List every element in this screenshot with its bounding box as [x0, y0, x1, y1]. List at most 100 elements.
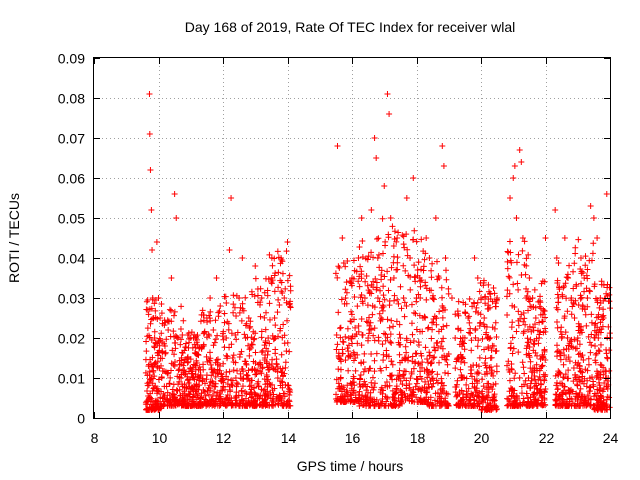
data-point	[163, 336, 170, 343]
data-point	[144, 297, 151, 304]
data-point	[414, 376, 421, 383]
data-point	[437, 386, 444, 393]
data-point	[368, 249, 375, 256]
data-point	[388, 317, 395, 324]
data-point	[597, 384, 604, 391]
data-point	[513, 259, 520, 266]
data-point	[417, 283, 424, 290]
data-point	[596, 379, 603, 386]
data-point	[143, 348, 150, 355]
data-point	[607, 305, 613, 312]
data-point	[568, 343, 575, 350]
data-point	[393, 383, 400, 390]
data-point	[238, 317, 245, 324]
data-point	[538, 280, 545, 287]
data-point	[381, 330, 388, 337]
data-point	[236, 309, 243, 316]
data-point	[474, 299, 481, 306]
data-point	[275, 269, 282, 276]
data-point	[417, 328, 424, 335]
data-point	[215, 370, 222, 377]
data-point	[593, 314, 600, 321]
data-point	[532, 304, 539, 311]
data-point	[360, 359, 367, 366]
data-point	[524, 288, 531, 295]
data-point	[591, 390, 598, 397]
data-point	[506, 238, 513, 245]
data-point	[391, 292, 398, 299]
data-point	[182, 370, 189, 377]
data-point	[443, 276, 450, 283]
data-point	[425, 381, 432, 388]
data-point	[401, 390, 408, 397]
data-point	[348, 308, 355, 315]
data-point	[504, 395, 511, 402]
data-point	[371, 337, 378, 344]
data-point	[535, 340, 542, 347]
data-point	[490, 372, 497, 379]
data-point	[170, 328, 177, 335]
data-point	[154, 315, 161, 322]
data-point	[403, 349, 410, 356]
data-point	[439, 354, 446, 361]
data-point	[251, 390, 258, 397]
y-tick-label: 0.08	[58, 91, 85, 107]
data-point	[485, 345, 492, 352]
data-point	[356, 375, 363, 382]
data-point	[523, 255, 530, 262]
data-point	[574, 335, 581, 341]
data-point	[554, 353, 561, 360]
data-point	[590, 383, 597, 390]
data-point	[369, 311, 376, 318]
data-point	[264, 287, 271, 294]
data-point	[250, 358, 257, 365]
data-point	[396, 341, 403, 348]
data-point	[228, 377, 235, 384]
data-point	[386, 382, 393, 389]
data-point	[347, 279, 354, 286]
data-point	[261, 392, 268, 399]
data-point	[597, 369, 604, 376]
data-point	[591, 334, 598, 341]
data-point	[165, 327, 172, 333]
data-point	[475, 370, 482, 377]
data-point	[287, 304, 294, 311]
data-point	[479, 376, 486, 383]
data-point	[429, 260, 436, 267]
data-point	[424, 325, 431, 332]
data-point	[491, 403, 498, 410]
data-point	[348, 318, 355, 325]
data-point	[342, 333, 349, 340]
data-point	[491, 391, 498, 398]
data-point	[411, 262, 418, 269]
data-point	[232, 332, 239, 339]
data-point	[573, 281, 580, 288]
data-point	[161, 343, 168, 349]
data-point	[145, 379, 152, 386]
data-point	[225, 320, 232, 327]
data-point	[483, 329, 490, 336]
data-point	[354, 340, 361, 347]
data-point	[492, 303, 499, 310]
data-point	[164, 369, 171, 376]
data-point	[252, 371, 259, 378]
data-point	[376, 264, 383, 271]
data-point	[269, 356, 276, 363]
data-point	[588, 311, 595, 318]
data-point	[430, 319, 437, 326]
data-point	[425, 324, 432, 331]
data-point	[522, 271, 529, 278]
data-point	[523, 390, 530, 397]
data-point	[600, 315, 607, 321]
data-point	[359, 254, 366, 261]
data-point	[584, 295, 591, 301]
data-point	[466, 397, 473, 404]
data-point	[426, 349, 433, 356]
data-point	[412, 383, 419, 390]
data-point	[469, 373, 476, 380]
data-point	[188, 329, 195, 336]
data-point	[528, 377, 535, 384]
data-point	[527, 402, 534, 409]
data-point	[552, 396, 559, 403]
data-point	[568, 295, 575, 301]
